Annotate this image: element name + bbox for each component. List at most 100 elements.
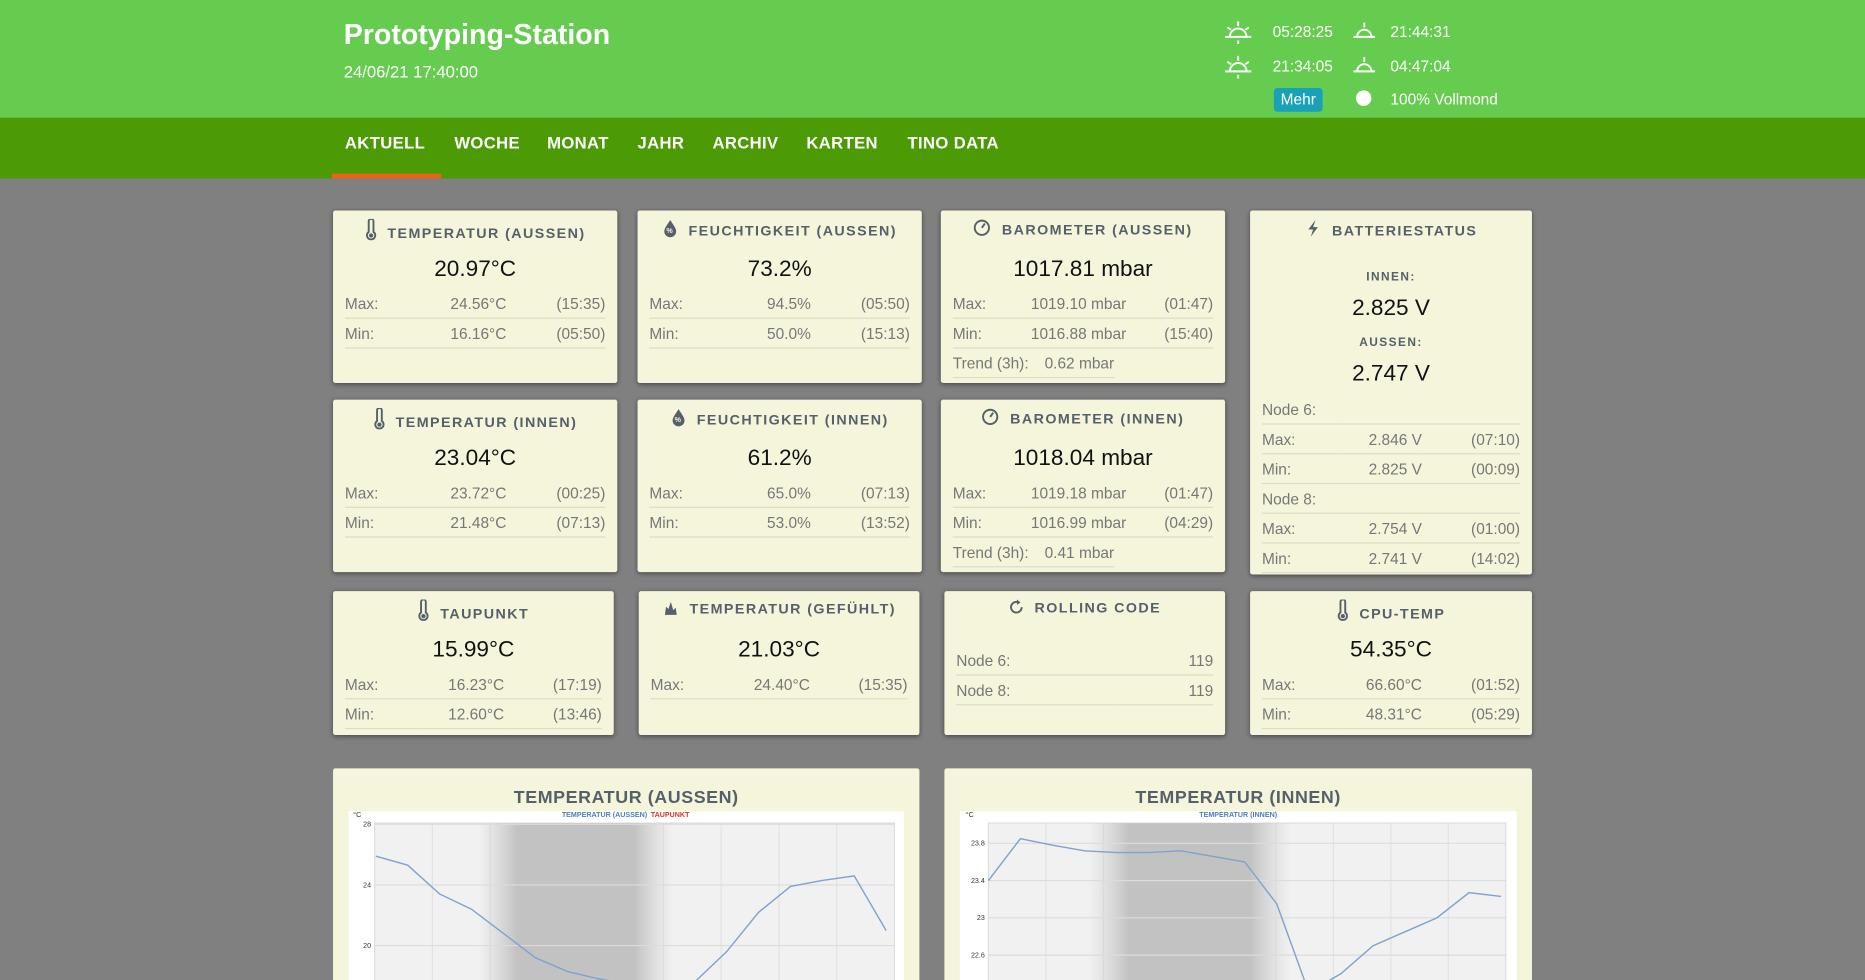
stat-time: (01:47) [1114, 289, 1214, 319]
card-icon [982, 408, 999, 425]
svg-text:%: % [666, 227, 674, 235]
nav-item[interactable]: JAHR [637, 133, 685, 153]
card: TEMPERATUR (GEFÜHLT) 21.03°C Max: 24.40°C (1… [638, 591, 920, 736]
stat-value: 16.16°C [423, 318, 507, 349]
card-title-text: FEUCHTIGKEIT (INNEN) [696, 411, 889, 429]
card-icon [1337, 598, 1348, 621]
stat-value: 23.72°C [423, 478, 507, 508]
stat-label: Node 8: [956, 674, 1034, 706]
card: TEMPERATUR (AUSSEN) 20.97°C Max: 24.56°C (15… [333, 210, 618, 383]
stat-label: Trend (3h): [952, 347, 1031, 379]
nav-item[interactable]: MONAT [547, 133, 609, 153]
stat-row: Max: 66.60°C (01:52) [1261, 669, 1521, 700]
stat-value: 0.62 mbar [1030, 347, 1115, 379]
stat-value: 1016.88 mbar [1030, 318, 1126, 349]
stat-table: Max: 1019.10 mbar (01:47) Min: 1016.88 mbar(… [952, 289, 1214, 379]
stat-time: (14:02) [1421, 542, 1521, 574]
moon-phase-icon [1355, 90, 1372, 106]
legend-entry: TEMPERATUR (AUSSEN) [562, 811, 648, 819]
moon-icons [1353, 22, 1375, 73]
stat-value: 50.0% [727, 318, 811, 349]
card-icon [1308, 220, 1318, 237]
card-title: TAUPUNKT [333, 598, 614, 623]
card-value: 1018.04 mbar [1013, 446, 1153, 472]
card-value: 15.99°C [432, 637, 515, 663]
moonset: 04:47:04 [1390, 57, 1451, 75]
header: Prototyping-Station 24/06/21 17:40:00 05… [0, 0, 1865, 118]
stat-label: Min: [952, 318, 1031, 349]
stat-row: Node 8: [1261, 483, 1521, 514]
stat-row: Max: 23.72°C (00:25) [344, 478, 606, 508]
card-title: BAROMETER (INNEN) [941, 408, 1225, 427]
stat-label: Max: [344, 669, 422, 700]
y-tick-label: 28 [363, 821, 371, 829]
stat-row: Min: 21.48°C (07:13) [344, 507, 606, 538]
card-title-text: BAROMETER (AUSSEN) [1001, 221, 1193, 238]
stat-value: 2.754 V [1339, 513, 1422, 544]
stat-time: (04:29) [1114, 507, 1214, 538]
stat-row: Max: 65.0% (07:13) [649, 478, 910, 508]
stat-row: Trend (3h): 0.41 mbar [952, 537, 1213, 568]
y-tick-label: 23.8 [971, 840, 985, 848]
card-title: % FEUCHTIGKEIT (INNEN) [638, 408, 922, 428]
stat-row: Min: 1016.99 mbar (04:29) [952, 507, 1214, 538]
card-title: TEMPERATUR (GEFÜHLT) [639, 599, 920, 617]
stat-time: (01:47) [1114, 478, 1214, 508]
stat-value: 1019.10 mbar [1030, 289, 1126, 319]
card-value: 21.03°C [738, 637, 821, 663]
nav-item[interactable]: ARCHIV [712, 133, 779, 153]
moon-phase: 100% Vollmond [1390, 90, 1498, 109]
sunrise: 05:28:25 [1272, 22, 1333, 41]
card-title: BAROMETER (AUSSEN) [941, 219, 1225, 238]
stat-value: 65.0% [727, 478, 811, 508]
stat-time: (15:35) [506, 289, 606, 319]
card: BAROMETER (AUSSEN) 1017.81 mbar Max: 1019.1… [940, 210, 1226, 383]
stat-label: Max: [344, 478, 424, 508]
stat-row: Min: 1016.88 mbar (15:40) [952, 318, 1214, 349]
stat-time: (00:25) [506, 478, 606, 508]
stat-row: Max: 1019.18 mbar (01:47) [952, 478, 1214, 508]
card-value: 1017.81 mbar [1013, 256, 1153, 282]
card-value: 23.04°C [434, 446, 517, 472]
card-title: TEMPERATUR (AUSSEN) [333, 217, 617, 241]
stat-row: Max: 16.23°C (17:19) [344, 669, 602, 700]
nav-item[interactable]: TINO DATA [907, 133, 999, 153]
more-button[interactable]: Mehr [1273, 88, 1323, 112]
stat-table: Max: 23.72°C (00:25) Min: 21.48°C (07:13) [344, 478, 606, 538]
section-value: 2.747 V [1352, 361, 1430, 387]
card-icon [1009, 599, 1023, 614]
card-title: BATTERIESTATUS [1250, 219, 1532, 239]
nav-bar [0, 117, 1865, 179]
stat-value: 94.5% [727, 289, 811, 319]
nav-item[interactable]: WOCHE [454, 133, 520, 153]
stat-time: (00:09) [1421, 453, 1521, 485]
card-title-text: BAROMETER (INNEN) [1010, 410, 1185, 427]
section-label: AUSSEN: [1359, 336, 1423, 350]
stat-time: (01:52) [1421, 669, 1521, 700]
nav-item[interactable]: KARTEN [806, 133, 878, 153]
stat-label: Max: [344, 289, 424, 319]
legend: TEMPERATUR (INNEN) [1199, 811, 1277, 819]
stat-time: (05:50) [810, 289, 910, 319]
stat-value: 66.60°C [1339, 669, 1422, 700]
chart-title: TEMPERATUR (AUSSEN) [514, 787, 739, 807]
stat-time: (05:29) [1421, 698, 1521, 730]
y-tick-label: 22.6 [971, 951, 985, 959]
stat-time: (07:13) [810, 478, 910, 508]
nav-item[interactable]: AKTUELL [344, 133, 426, 153]
stat-time: (15:13) [810, 318, 910, 349]
stat-value: 119 [1033, 674, 1214, 706]
section-label: INNEN: [1366, 271, 1416, 285]
stat-label: Max: [1261, 424, 1340, 455]
card-icon: % [672, 409, 685, 427]
stat-label: Min: [344, 318, 424, 349]
card-title-text: BATTERIESTATUS [1332, 222, 1478, 240]
card-title-text: FEUCHTIGKEIT (AUSSEN) [688, 222, 897, 240]
card: % FEUCHTIGKEIT (INNEN) 61.2% Max: 65.0% (07:1… [637, 399, 922, 573]
card-title-text: TAUPUNKT [440, 605, 530, 623]
stat-value: 2.825 V [1339, 453, 1422, 485]
stat-time: (07:10) [1421, 424, 1521, 455]
stat-value: 21.48°C [423, 507, 507, 538]
stat-time: (05:50) [506, 318, 606, 349]
